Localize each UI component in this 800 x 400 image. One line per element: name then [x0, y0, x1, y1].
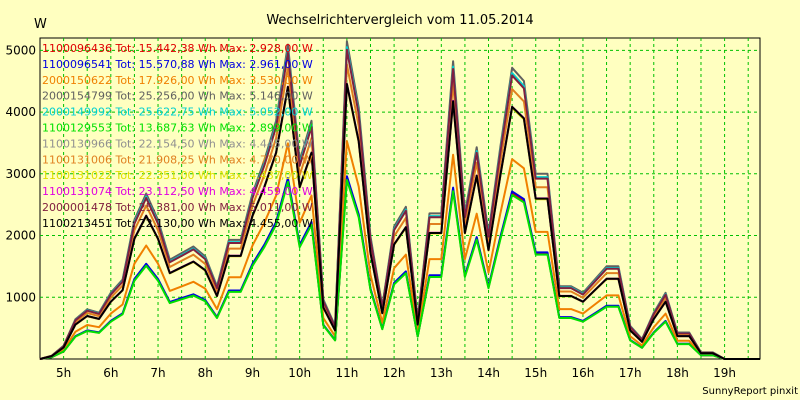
x-tick-label: 9h	[245, 366, 260, 380]
x-tick-label: 12h	[383, 366, 406, 380]
legend-entry: 1100131006 Tot: 21.908,25 Wh Max: 4.770,…	[42, 153, 313, 166]
x-tick-label: 6h	[103, 366, 118, 380]
legend-entry: 1100213451 Tot: 22.130,00 Wh Max: 4.455,…	[42, 217, 313, 230]
x-tick-label: 15h	[524, 366, 547, 380]
legend-entry: 2000149992 Tot: 25.622,75 Wh Max: 5.052,…	[42, 106, 313, 119]
y-tick-label: 2000	[5, 229, 36, 243]
x-tick-labels: 5h 6h 7h 8h 9h 10h 11h 12h 13h 14h 15h 16h 17h 18h 19h	[56, 366, 736, 380]
y-tick-label: 5000	[5, 43, 36, 57]
x-tick-label: 13h	[430, 366, 453, 380]
legend-entry: 1100131074 Tot: 23.112,50 Wh Max: 4.459,…	[42, 185, 313, 198]
series-lines	[39, 40, 760, 360]
x-tick-label: 19h	[713, 366, 736, 380]
x-tick-label: 5h	[56, 366, 71, 380]
series-line-10	[39, 48, 760, 360]
legend: 1100096436 Tot: 15.442,38 Wh Max: 2.928,…	[42, 42, 313, 230]
x-tick-label: 17h	[619, 366, 642, 380]
series-line-5	[39, 179, 760, 360]
series-line-2	[39, 140, 760, 360]
x-tick-label: 8h	[198, 366, 213, 380]
x-tick-label: 14h	[477, 366, 500, 380]
x-tick-label: 10h	[288, 366, 311, 380]
legend-entry: 2000154799 Tot: 25.256,00 Wh Max: 5.146,…	[42, 90, 313, 103]
y-tick-label: 4000	[5, 105, 36, 119]
x-tick-label: 7h	[150, 366, 165, 380]
legend-entry: 1100131022 Tot: 22.351,00 Wh Max: 4.437,…	[42, 169, 313, 182]
y-tick-labels: 1000 2000 3000 4000 5000	[5, 43, 36, 304]
legend-entry: 2000001478 Tot: 25.381,00 Wh Max: 5.011,…	[42, 201, 313, 214]
footer-credit: SunnyReport pinxit	[702, 386, 798, 397]
legend-entry: 1100130966 Tot: 22.154,50 Wh Max: 4.445,…	[42, 137, 313, 150]
legend-entry: 1100096436 Tot: 15.442,38 Wh Max: 2.928,…	[42, 42, 313, 55]
legend-entry: 1100096541 Tot: 15.570,88 Wh Max: 2.961,…	[42, 58, 313, 71]
x-tick-label: 18h	[666, 366, 689, 380]
y-tick-label: 1000	[5, 290, 36, 304]
legend-entry: 1100129553 Tot: 13.687,63 Wh Max: 2.899,…	[42, 122, 313, 135]
legend-entry: 2000150622 Tot: 17.926,00 Wh Max: 3.530,…	[42, 74, 313, 87]
x-tick-label: 11h	[335, 366, 358, 380]
chart-title: Wechselrichtervergleich vom 11.05.2014	[266, 13, 533, 28]
plot-area	[39, 37, 761, 360]
y-tick-label: 3000	[5, 167, 36, 181]
series-line-11	[39, 83, 760, 360]
y-axis-unit: W	[34, 17, 47, 32]
x-tick-label: 16h	[572, 366, 595, 380]
